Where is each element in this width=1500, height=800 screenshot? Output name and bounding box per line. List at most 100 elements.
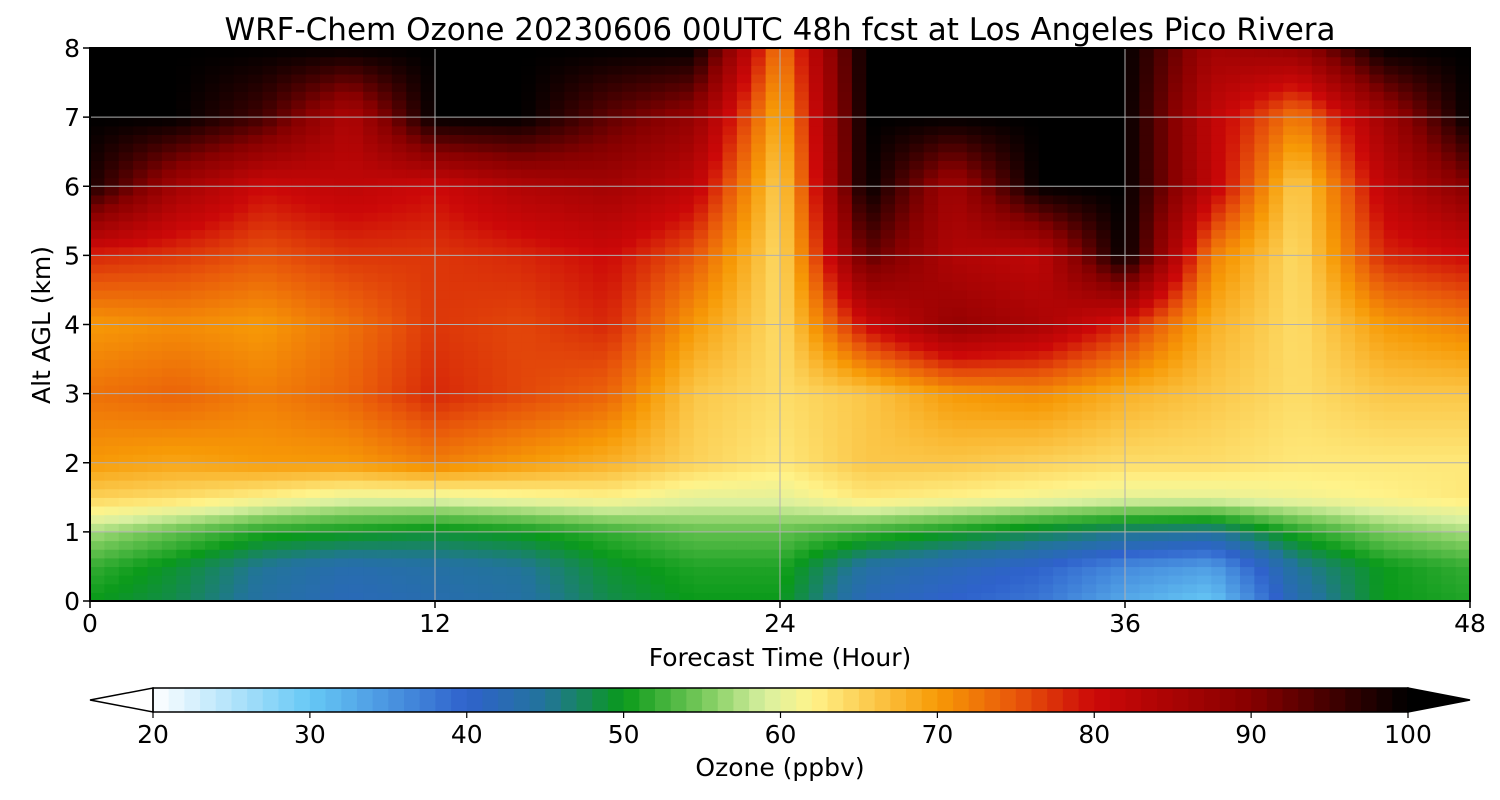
heatmap-cell xyxy=(190,592,206,602)
heatmap-cell xyxy=(1153,393,1169,403)
heatmap-cell xyxy=(578,531,594,542)
heatmap-cell xyxy=(219,393,235,403)
heatmap-cell xyxy=(736,454,752,464)
heatmap-cell xyxy=(607,566,623,576)
heatmap-cell xyxy=(478,592,494,602)
heatmap-cell xyxy=(1412,557,1428,568)
heatmap-cell xyxy=(1139,160,1155,170)
heatmap-cell xyxy=(420,186,436,196)
heatmap-cell xyxy=(794,531,810,542)
heatmap-cell xyxy=(348,315,364,326)
heatmap-cell xyxy=(722,341,738,352)
heatmap-cell xyxy=(693,445,709,455)
heatmap-cell xyxy=(1455,246,1471,256)
heatmap-cell xyxy=(578,384,594,395)
heatmap-cell xyxy=(147,480,163,490)
heatmap-cell xyxy=(736,307,752,317)
heatmap-cell xyxy=(1412,238,1428,248)
heatmap-cell xyxy=(233,566,249,576)
heatmap-cell xyxy=(1225,307,1241,317)
heatmap-cell xyxy=(506,324,522,334)
heatmap-cell xyxy=(851,505,867,516)
heatmap-cell xyxy=(693,168,709,179)
heatmap-cell xyxy=(1268,359,1284,369)
heatmap-cell xyxy=(550,160,565,170)
heatmap-cell xyxy=(1355,445,1370,455)
heatmap-cell xyxy=(952,454,968,464)
heatmap-cell xyxy=(233,419,249,429)
heatmap-cell xyxy=(1369,289,1385,300)
heatmap-cell xyxy=(1369,376,1385,386)
heatmap-cell xyxy=(334,454,350,464)
heatmap-cell xyxy=(90,341,105,352)
heatmap-cell xyxy=(1398,575,1414,585)
heatmap-cell xyxy=(1240,462,1255,472)
heatmap-cell xyxy=(262,514,278,524)
heatmap-cell xyxy=(1110,341,1126,352)
heatmap-cell xyxy=(90,289,105,300)
heatmap-cell xyxy=(1383,359,1399,369)
heatmap-cell xyxy=(1182,220,1198,231)
heatmap-cell xyxy=(1196,583,1212,593)
heatmap-cell xyxy=(1297,220,1313,231)
heatmap-cell xyxy=(981,583,997,593)
heatmap-cell xyxy=(1096,238,1112,248)
heatmap-cell xyxy=(190,307,206,317)
heatmap-cell xyxy=(665,575,680,585)
heatmap-cell xyxy=(1412,428,1428,438)
heatmap-cell xyxy=(1081,445,1097,455)
heatmap-cell xyxy=(1297,384,1313,395)
heatmap-cell xyxy=(262,255,278,265)
heatmap-cell xyxy=(607,307,623,317)
heatmap-cell xyxy=(276,557,292,568)
heatmap-cell xyxy=(1369,246,1385,256)
heatmap-cell xyxy=(593,480,609,490)
heatmap-cell xyxy=(219,203,235,213)
heatmap-cell xyxy=(808,428,824,438)
heatmap-cell xyxy=(851,514,867,524)
heatmap-cell xyxy=(118,289,134,300)
heatmap-cell xyxy=(1196,298,1212,308)
heatmap-cell xyxy=(233,367,249,377)
heatmap-cell xyxy=(866,454,882,464)
heatmap-cell xyxy=(621,281,637,291)
heatmap-cell xyxy=(1254,471,1270,481)
heatmap-cell xyxy=(377,514,393,524)
heatmap-cell xyxy=(650,238,666,248)
heatmap-cell xyxy=(233,540,249,550)
heatmap-cell xyxy=(1053,454,1069,464)
heatmap-cell xyxy=(693,488,709,498)
heatmap-cell xyxy=(133,229,149,239)
heatmap-cell xyxy=(262,272,278,282)
heatmap-cell xyxy=(593,384,609,395)
heatmap-cell xyxy=(118,523,134,533)
heatmap-cell xyxy=(161,341,177,352)
heatmap-cell xyxy=(1053,410,1069,421)
heatmap-cell xyxy=(1383,238,1399,248)
heatmap-cell xyxy=(492,151,508,161)
heatmap-cell xyxy=(1455,307,1471,317)
heatmap-cell xyxy=(535,264,551,274)
heatmap-cell xyxy=(478,549,494,559)
heatmap-cell xyxy=(463,160,479,170)
heatmap-cell xyxy=(147,583,163,593)
heatmap-cell xyxy=(1311,384,1327,395)
heatmap-cell xyxy=(363,488,379,498)
heatmap-cell xyxy=(952,488,968,498)
heatmap-cell xyxy=(1311,592,1327,602)
heatmap-cell xyxy=(406,523,422,533)
heatmap-cell xyxy=(1168,575,1184,585)
heatmap-cell xyxy=(823,220,839,231)
heatmap-cell xyxy=(837,557,853,568)
heatmap-cell xyxy=(1283,531,1299,542)
heatmap-cell xyxy=(995,514,1011,524)
heatmap-cell xyxy=(1225,410,1241,421)
heatmap-cell xyxy=(823,194,839,205)
heatmap-cell xyxy=(1211,384,1227,395)
heatmap-cell xyxy=(377,419,393,429)
heatmap-cell xyxy=(1441,203,1457,213)
heatmap-cell xyxy=(952,315,968,326)
heatmap-cell xyxy=(751,298,767,308)
heatmap-cell xyxy=(118,186,134,196)
heatmap-cell xyxy=(276,333,292,343)
